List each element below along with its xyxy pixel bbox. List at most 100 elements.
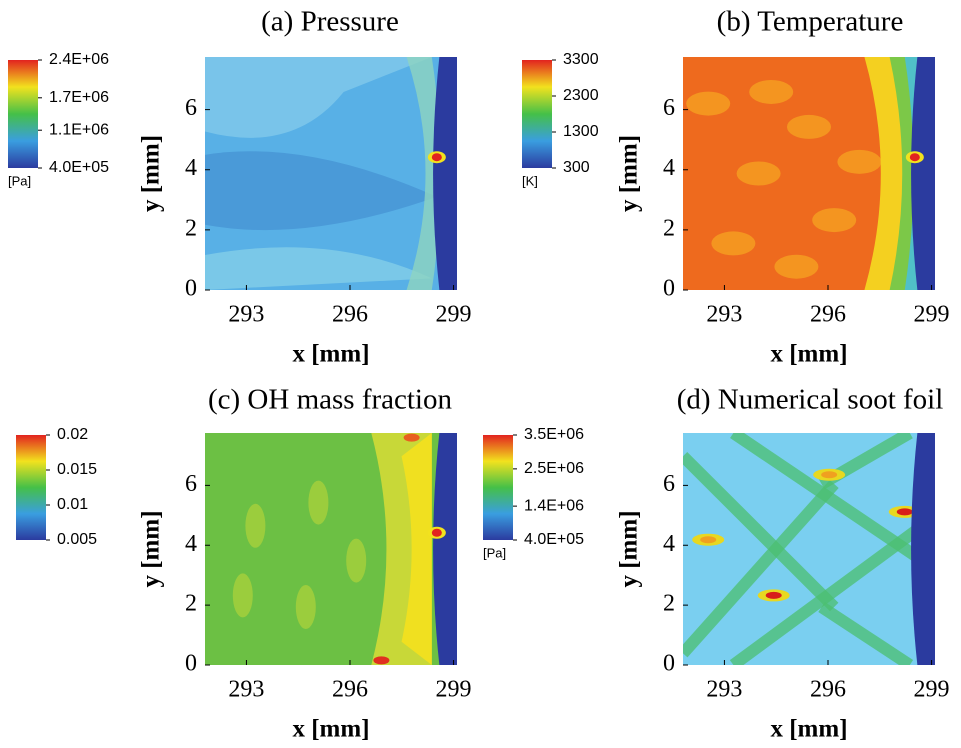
y-tick-label: 0 <box>663 276 675 302</box>
field-region <box>205 247 432 290</box>
y-tick-label: 0 <box>185 651 197 677</box>
field-region <box>401 433 432 665</box>
field-region <box>406 57 441 290</box>
field-region <box>911 57 935 290</box>
contour-field <box>205 57 457 290</box>
field-region <box>308 480 329 525</box>
field-region <box>711 231 756 256</box>
x-tick-label: 293 <box>228 302 264 328</box>
x-axis-label: x [mm] <box>292 716 369 743</box>
field-region <box>346 538 367 583</box>
field-region <box>205 57 432 138</box>
y-tick-label: 6 <box>185 95 197 121</box>
x-tick-label: 296 <box>332 302 368 328</box>
y-tick-label: 2 <box>185 215 197 241</box>
colorbar-label: 1300 <box>563 123 599 140</box>
colorbar-label: 4.0E+05 <box>524 531 584 548</box>
y-tick-label: 4 <box>185 531 197 557</box>
y-tick-label: 6 <box>185 471 197 497</box>
field-region <box>837 149 882 174</box>
colorbar-label: 1.1E+06 <box>49 121 109 138</box>
colorbar-label: 0.02 <box>57 426 88 443</box>
y-tick-label: 6 <box>663 471 675 497</box>
x-axis-label: x [mm] <box>770 716 847 743</box>
field-region <box>431 528 442 537</box>
y-tick-label: 0 <box>185 276 197 302</box>
y-axis-label: y [mm] <box>616 135 643 212</box>
field-region <box>749 79 794 104</box>
x-axis-label: x [mm] <box>770 341 847 368</box>
x-tick-label: 296 <box>810 677 846 703</box>
field-region <box>232 573 253 618</box>
y-tick-label: 2 <box>185 591 197 617</box>
contour-field <box>683 433 935 665</box>
colorbar-unit: [K] <box>522 173 538 188</box>
field-region <box>812 208 857 233</box>
colorbar-unit: [Pa] <box>483 545 506 560</box>
field-region <box>433 433 457 665</box>
y-tick-label: 2 <box>663 215 675 241</box>
field-region <box>433 57 457 290</box>
x-tick-label: 293 <box>706 302 742 328</box>
field-region <box>911 433 935 665</box>
colorbar-label: 300 <box>563 159 590 176</box>
field-region <box>765 591 782 599</box>
field-region <box>821 471 838 479</box>
field-region <box>683 480 839 658</box>
field-region <box>730 433 926 566</box>
panel-title: (b) Temperature <box>717 6 904 38</box>
field-region <box>686 91 731 116</box>
x-tick-label: 296 <box>810 302 846 328</box>
colorbar-label: 0.015 <box>57 461 97 478</box>
y-axis-label: y [mm] <box>616 510 643 587</box>
panel-title: (c) OH mass fraction <box>208 384 452 416</box>
colorbar <box>483 435 513 540</box>
contour-field <box>205 433 457 665</box>
field-region <box>403 433 420 442</box>
field-region <box>774 254 819 279</box>
y-axis-label: y [mm] <box>138 510 165 587</box>
field-region <box>818 601 914 665</box>
field-region <box>205 151 437 231</box>
x-tick-label: 299 <box>914 677 950 703</box>
colorbar-label: 0.01 <box>57 496 88 513</box>
field-region <box>729 520 926 665</box>
x-tick-label: 296 <box>332 677 368 703</box>
colorbar <box>522 60 552 168</box>
x-tick-label: 299 <box>436 677 472 703</box>
colorbar-label: 1.7E+06 <box>49 89 109 106</box>
x-tick-label: 293 <box>706 677 742 703</box>
x-axis-label: x [mm] <box>292 341 369 368</box>
y-tick-label: 4 <box>663 155 675 181</box>
colorbar-unit: [Pa] <box>8 173 31 188</box>
y-tick-label: 4 <box>663 531 675 557</box>
panel-title: (d) Numerical soot foil <box>677 384 944 416</box>
field-region <box>373 656 390 665</box>
field-region <box>896 508 913 516</box>
colorbar-label: 1.4E+06 <box>524 497 584 514</box>
colorbar-label: 0.005 <box>57 531 97 548</box>
panel-title: (a) Pressure <box>261 6 399 38</box>
colorbar-label: 3300 <box>563 51 599 68</box>
colorbar-label: 3.5E+06 <box>524 426 584 443</box>
field-region <box>245 503 266 548</box>
y-tick-label: 0 <box>663 651 675 677</box>
colorbar-label: 4.0E+05 <box>49 159 109 176</box>
field-region <box>909 153 920 162</box>
colorbar-label: 2.5E+06 <box>524 460 584 477</box>
colorbar <box>16 435 46 540</box>
y-axis-label: y [mm] <box>138 135 165 212</box>
field-region <box>295 585 316 629</box>
field-region <box>683 451 839 612</box>
x-tick-label: 293 <box>228 677 264 703</box>
colorbar-label: 2300 <box>563 87 599 104</box>
field-region <box>736 161 781 186</box>
y-tick-label: 2 <box>663 591 675 617</box>
x-tick-label: 299 <box>436 302 472 328</box>
colorbar-label: 2.4E+06 <box>49 51 109 68</box>
colorbar <box>8 60 38 168</box>
x-tick-label: 299 <box>914 302 950 328</box>
y-tick-label: 4 <box>185 155 197 181</box>
y-tick-label: 6 <box>663 95 675 121</box>
